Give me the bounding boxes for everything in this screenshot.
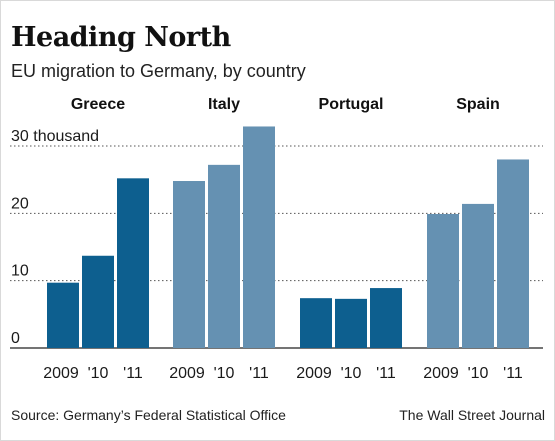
x-tick-label: '10 — [88, 365, 109, 382]
bar — [370, 288, 402, 348]
group-label: Spain — [456, 96, 500, 113]
publisher-credit: The Wall Street Journal — [399, 407, 545, 423]
bar — [427, 214, 459, 348]
bar — [335, 298, 367, 348]
y-tick-label: 10 — [11, 263, 29, 280]
group-label: Portugal — [319, 96, 384, 113]
x-tick-label: '11 — [249, 365, 269, 382]
bar — [462, 203, 494, 348]
x-tick-label: '10 — [214, 365, 235, 382]
bar — [117, 178, 149, 348]
x-tick-label: '11 — [123, 365, 143, 382]
x-tick-label: 2009 — [423, 365, 459, 382]
x-tick-label: '10 — [468, 365, 489, 382]
bar — [208, 164, 240, 348]
bar — [82, 255, 114, 348]
group-label: Greece — [71, 96, 125, 113]
y-tick-label: 20 — [11, 195, 29, 212]
bar — [243, 126, 275, 349]
x-tick-label: 2009 — [169, 365, 205, 382]
bar — [300, 298, 332, 348]
group-label: Italy — [208, 96, 240, 113]
chart-subtitle: EU migration to Germany, by country — [11, 61, 306, 81]
x-tick-label: '10 — [341, 365, 362, 382]
x-tick-label: 2009 — [296, 365, 332, 382]
y-tick-label: 0 — [11, 330, 20, 347]
source-note: Source: Germany’s Federal Statistical Of… — [11, 407, 286, 423]
bar — [47, 282, 79, 348]
bars — [47, 126, 529, 349]
bar — [173, 181, 205, 348]
x-tick-label: '11 — [503, 365, 523, 382]
x-tick-label: '11 — [376, 365, 396, 382]
bar — [497, 159, 529, 348]
labels: 0 10 20 30 thousand Greece 2009 '10 '11 Italy 200… — [11, 96, 523, 382]
y-tick-label: 30 thousand — [11, 128, 99, 145]
chart-title: Heading North — [11, 22, 231, 53]
x-tick-label: 2009 — [43, 365, 79, 382]
